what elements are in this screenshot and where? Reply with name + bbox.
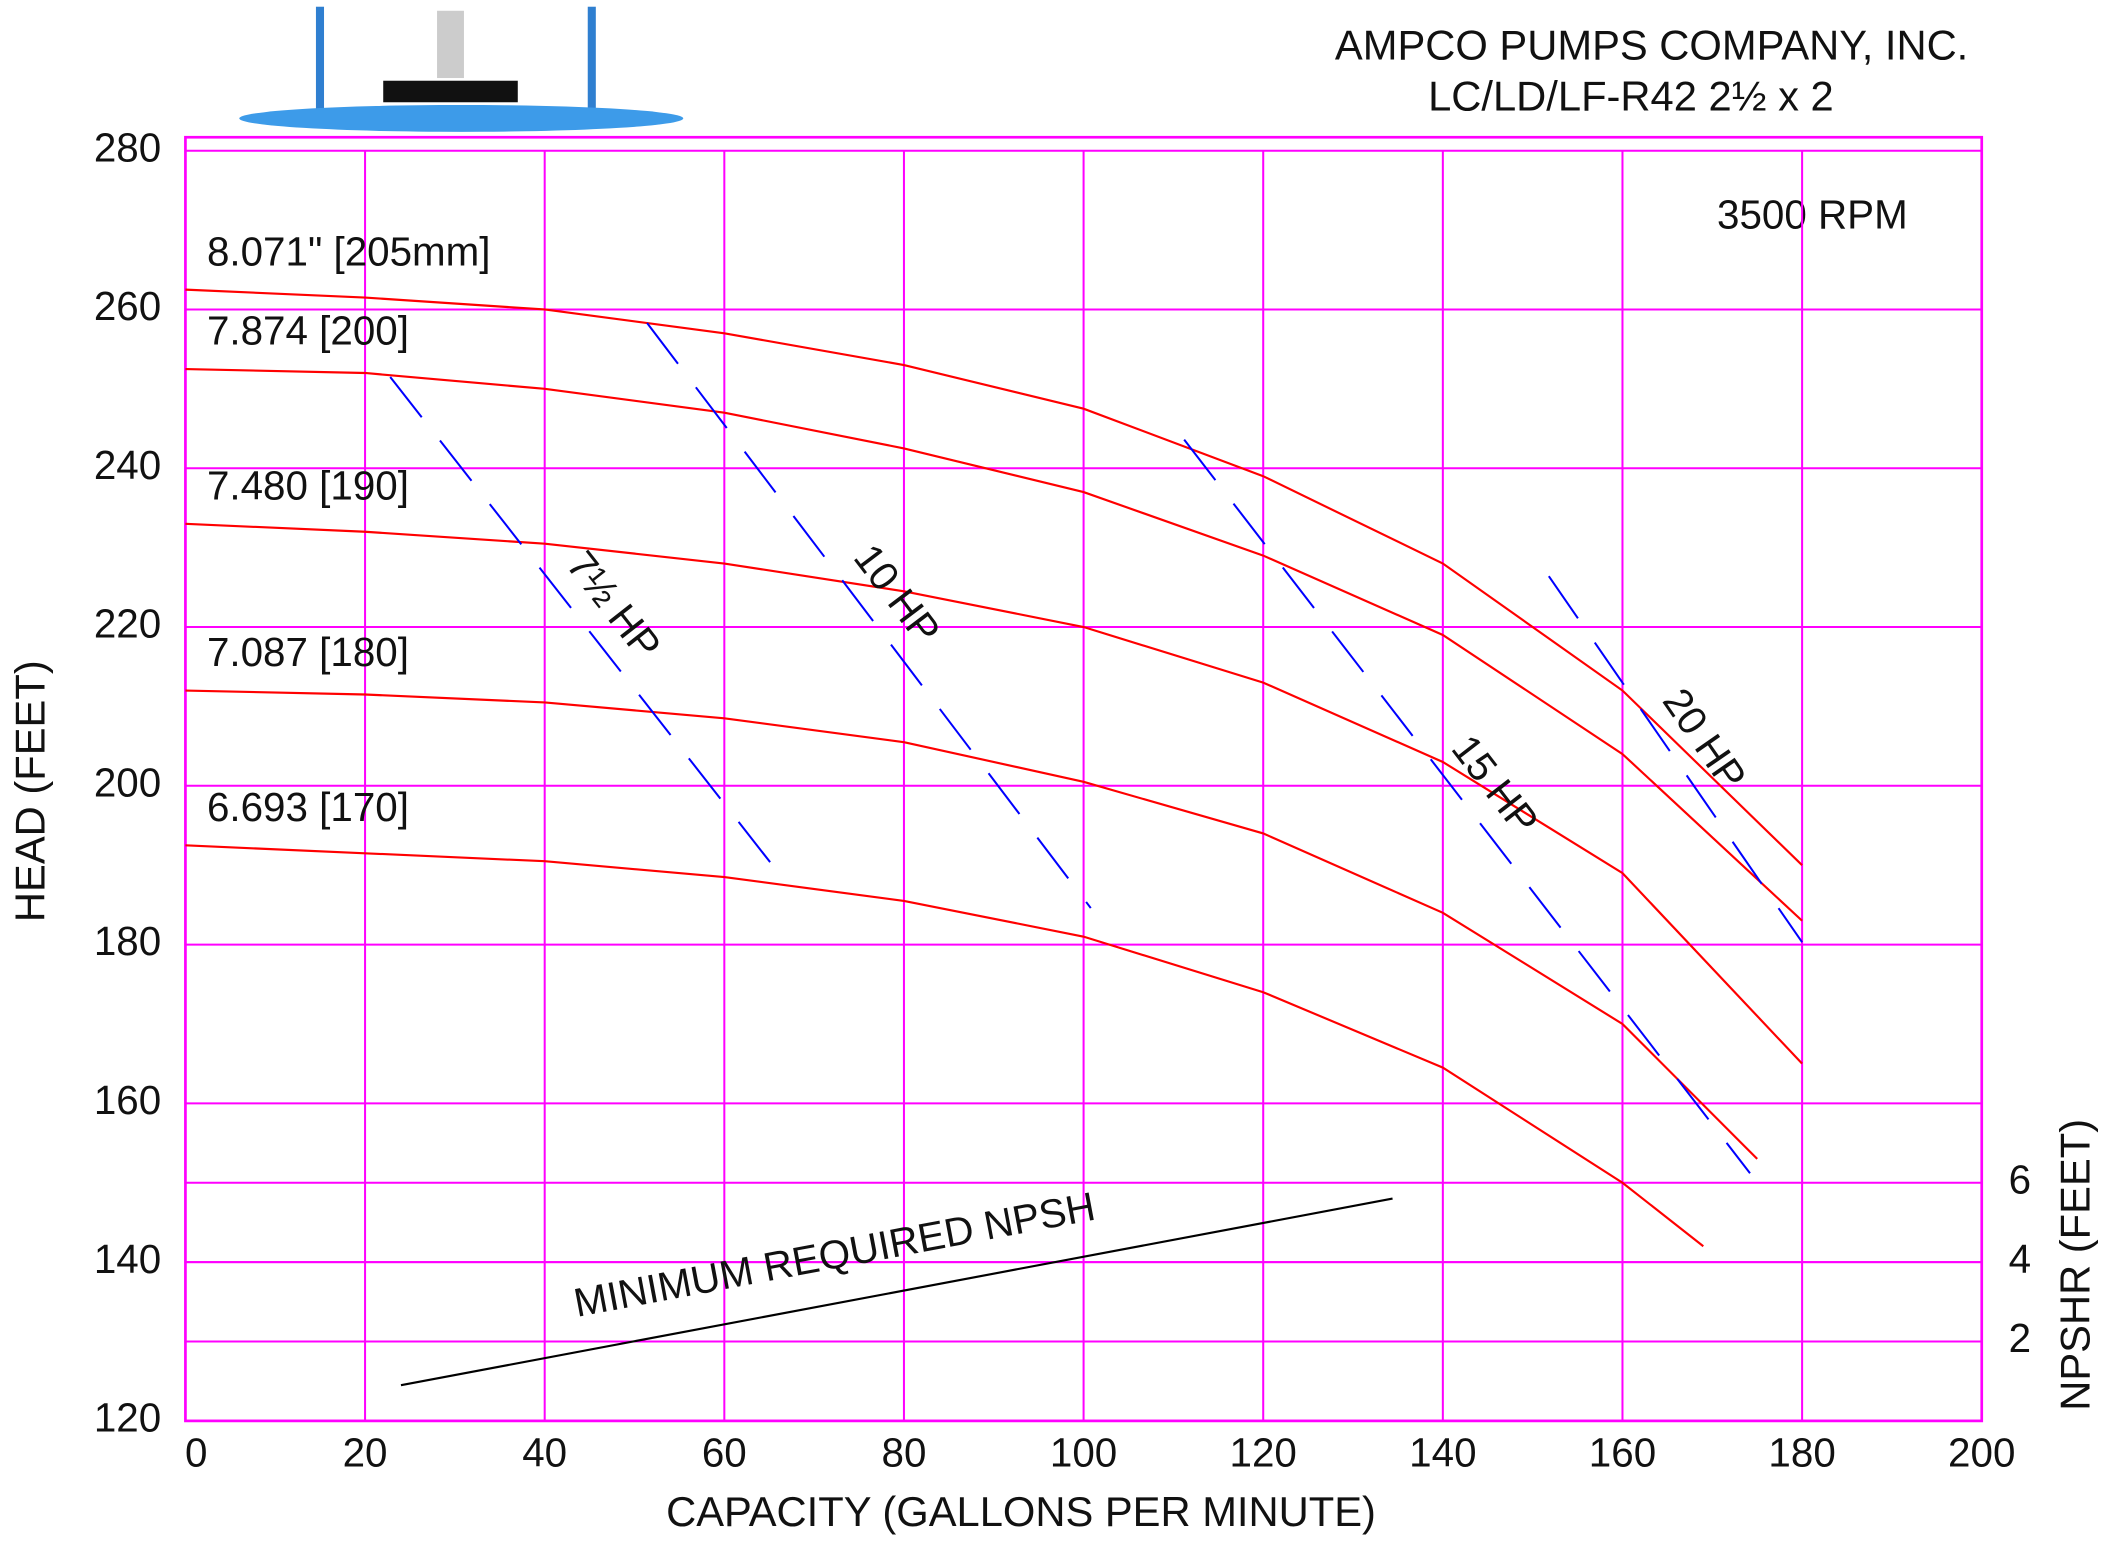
curve-label: 7.874 [200] [207, 308, 409, 354]
speed-note: 3500 RPM [1717, 192, 1908, 238]
x-tick-label: 120 [1230, 1430, 1297, 1476]
y2-axis-label: NPSHR (FEET) [2052, 1119, 2099, 1411]
curve-label: 8.071" [205mm] [207, 228, 491, 274]
x-tick-label: 180 [1768, 1430, 1835, 1476]
head-curve [185, 367, 1803, 922]
x-tick-label: 20 [343, 1430, 388, 1476]
power-line [389, 376, 783, 878]
y2-tick-label: 2 [2009, 1315, 2031, 1361]
power-line [1548, 575, 1803, 943]
x-tick-label: 80 [881, 1430, 926, 1476]
curve-label: 7.480 [190] [207, 462, 409, 508]
y-tick-label: 180 [94, 918, 161, 964]
logo-post [315, 6, 325, 112]
x-tick-label: 100 [1050, 1430, 1117, 1476]
head-curve [185, 522, 1803, 1065]
npsh-line [400, 1197, 1393, 1387]
curve-label: 7.087 [180] [207, 629, 409, 675]
x-tick-label: 0 [185, 1430, 207, 1476]
plot-frame [184, 135, 1984, 1423]
x-tick-label: 160 [1589, 1430, 1656, 1476]
x-tick-label: 200 [1948, 1430, 2015, 1476]
curve-label: 20 HP [1654, 680, 1756, 798]
y-tick-label: 200 [94, 759, 161, 805]
y-tick-label: 220 [94, 601, 161, 647]
logo [239, 6, 684, 132]
subtitle: LC/LD/LF-R42 2½ x 2 [1428, 73, 1834, 120]
head-curve [185, 844, 1704, 1248]
y2-tick-label: 4 [2009, 1236, 2031, 1282]
x-tick-label: 60 [702, 1430, 747, 1476]
x-axis-label: CAPACITY (GALLONS PER MINUTE) [666, 1488, 1376, 1535]
curve-label: 7½ HP [558, 542, 670, 668]
y2-tick-label: 6 [2009, 1156, 2031, 1202]
head-curve [185, 689, 1758, 1160]
x-tick-label: 40 [522, 1430, 567, 1476]
y-tick-label: 160 [94, 1077, 161, 1123]
curve-label: 10 HP [845, 535, 949, 652]
logo-motor [383, 80, 518, 103]
title: AMPCO PUMPS COMPANY, INC. [1335, 21, 1968, 68]
curve-label: 15 HP [1443, 726, 1548, 843]
logo-shaft [437, 10, 464, 79]
y-tick-label: 140 [94, 1236, 161, 1282]
logo-base [239, 104, 684, 132]
y-tick-label: 280 [94, 124, 161, 170]
logo-post [587, 6, 596, 112]
y-tick-label: 260 [94, 283, 161, 329]
y-tick-label: 240 [94, 442, 161, 488]
power-line [1183, 439, 1751, 1174]
head-curve [185, 288, 1803, 866]
y-tick-label: 120 [94, 1395, 161, 1441]
power-line [646, 322, 1092, 909]
curve-label: 6.693 [170] [207, 784, 409, 830]
x-tick-label: 140 [1409, 1430, 1476, 1476]
y-axis-label: HEAD (FEET) [6, 660, 53, 922]
